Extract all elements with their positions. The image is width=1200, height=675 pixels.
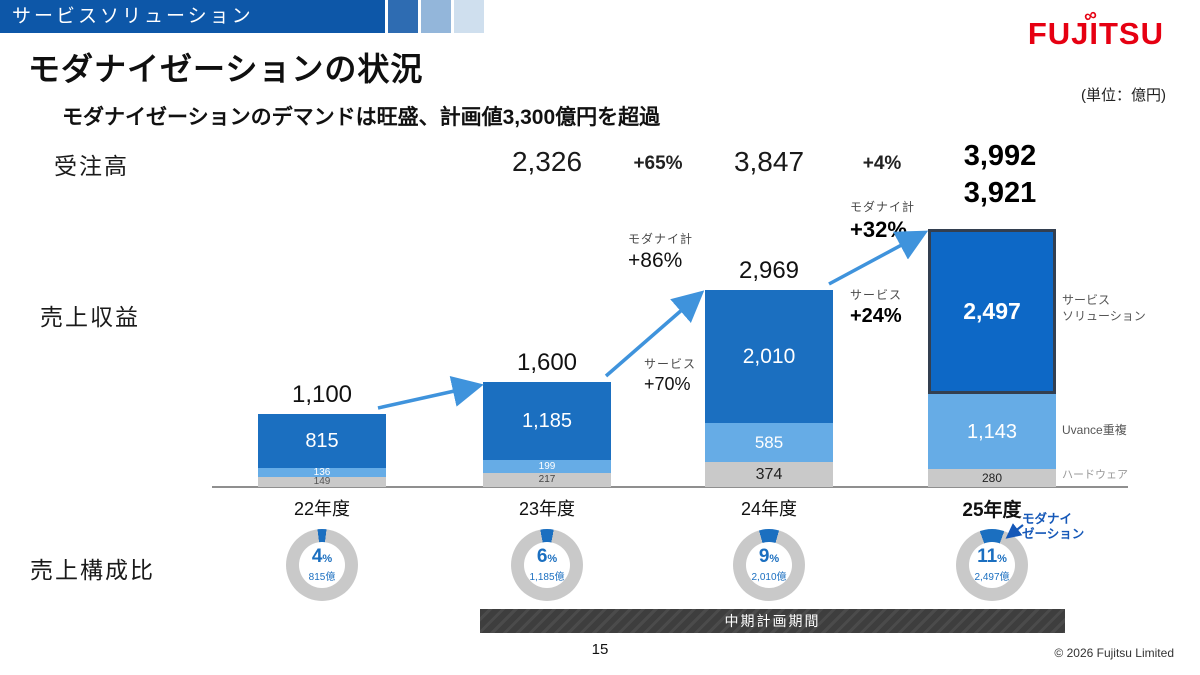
fujitsu-logo: ∞ FUJITSU [1027, 3, 1164, 52]
orders-value-fy23: 2,326 [511, 146, 583, 177]
bar-segment-uvance: 585 [705, 423, 833, 462]
legend-uvance-overlap: Uvance重複 [1062, 423, 1127, 437]
composition-donut: 4% 815億 [286, 529, 358, 601]
segment-value: 585 [754, 433, 784, 452]
composition-percentage: 9% [758, 546, 780, 567]
year-label: 22年度 [293, 499, 351, 519]
copyright: © 2026 Fujitsu Limited [1054, 646, 1174, 660]
midterm-plan-period-bar: 中期計画期間 [480, 609, 1065, 633]
bar-total: 1,600 [516, 349, 578, 376]
year-label: 24年度 [740, 499, 798, 519]
composition-row-label: 売上構成比 [30, 557, 155, 583]
orders-growth-fy24-fy25: +4% [862, 153, 902, 174]
composition-donut: 11% 2,497億 [956, 529, 1028, 601]
bar-total: 1,100 [291, 381, 353, 408]
year-label: 23年度 [518, 499, 576, 519]
header-accent-square [388, 0, 418, 33]
unit-note: (単位：億円) [1081, 87, 1166, 104]
growth-annotation-label: サービス [850, 288, 903, 302]
orders-row-label: 受注高 [54, 153, 129, 179]
bar-segment-hardware: 374 [705, 462, 833, 487]
growth-annotation-value: +86% [628, 249, 683, 272]
legend-service-solution: サービス ソリューション [1062, 293, 1146, 324]
growth-annotation-value: +70% [644, 374, 691, 394]
header-accent-square [421, 0, 451, 33]
bar-total: 2,969 [738, 257, 800, 284]
donut-center: 6% 1,185億 [524, 542, 570, 588]
growth-annotation: サービス +24% [850, 286, 902, 328]
header-accent-square [454, 0, 484, 33]
revenue-total-fy25: 3,921 [963, 177, 1037, 209]
segment-value: 149 [313, 476, 331, 487]
bar-segment-service: 1,185 [483, 382, 611, 460]
segment-value: 2,010 [742, 345, 796, 368]
bar-segment-hardware: 217 [483, 473, 611, 487]
composition-percentage: 4% [311, 546, 333, 567]
composition-amount: 815億 [308, 572, 336, 583]
modernization-callout: モダナイ ゼーション [1022, 512, 1085, 541]
growth-annotation: モダナイ計 +86% [628, 230, 693, 273]
composition-amount: 2,010億 [751, 572, 787, 583]
composition-percentage: 6% [536, 546, 558, 567]
orders-growth-fy23-fy24: +65% [633, 153, 683, 174]
composition-amount: 1,185億 [529, 572, 565, 583]
bar-segment-uvance: 136 [258, 466, 386, 478]
segment-value: 1,185 [521, 410, 573, 432]
composition-donut: 6% 1,185億 [511, 529, 583, 601]
header-strip-label: サービスソリューション [12, 6, 254, 27]
donut-center: 9% 2,010億 [746, 542, 792, 588]
donut-center: 4% 815億 [299, 542, 345, 588]
bar-segment-hardware: 149 [258, 477, 386, 487]
bar-segment-uvance: 1,143 [928, 394, 1056, 469]
page-number: 15 [591, 641, 609, 658]
page-title: モダナイゼーションの状況 [28, 51, 424, 87]
growth-annotation-label: モダナイ計 [628, 232, 694, 246]
segment-value: 280 [981, 471, 1003, 485]
segment-value: 199 [538, 460, 556, 472]
fujitsu-logo-text: FUJITSU [1027, 16, 1164, 51]
orders-value-fy25: 3,992 [963, 140, 1037, 172]
bar-segment-service: 2,497 [928, 229, 1056, 394]
segment-value: 1,143 [966, 420, 1018, 443]
year-label: 25年度 [962, 500, 1022, 521]
composition-amount: 2,497億 [974, 572, 1010, 583]
donut-center: 11% 2,497億 [969, 542, 1015, 588]
segment-value: 136 [313, 466, 331, 478]
bar-segment-hardware: 280 [928, 469, 1056, 487]
segment-value: 2,497 [963, 298, 1021, 324]
composition-donut: 9% 2,010億 [733, 529, 805, 601]
subtitle: モダナイゼーションのデマンドは旺盛、計画値3,300億円を超過 [62, 106, 661, 129]
header-strip: サービスソリューション [0, 0, 385, 33]
bar-segment-service: 815 [258, 414, 386, 468]
segment-value: 217 [538, 474, 556, 485]
legend-hardware: ハードウェア [1062, 469, 1128, 481]
bar-segment-uvance: 199 [483, 460, 611, 473]
bar-segment-service: 2,010 [705, 290, 833, 423]
segment-value: 374 [755, 465, 783, 483]
segment-value: 815 [305, 430, 339, 452]
orders-value-fy24: 3,847 [733, 146, 805, 177]
growth-annotation-label: モダナイ計 [850, 200, 916, 214]
growth-annotation-value: +24% [850, 305, 902, 327]
composition-percentage: 11% [977, 546, 1007, 567]
axis-baseline [212, 486, 1128, 488]
revenue-row-label: 売上収益 [40, 304, 140, 330]
